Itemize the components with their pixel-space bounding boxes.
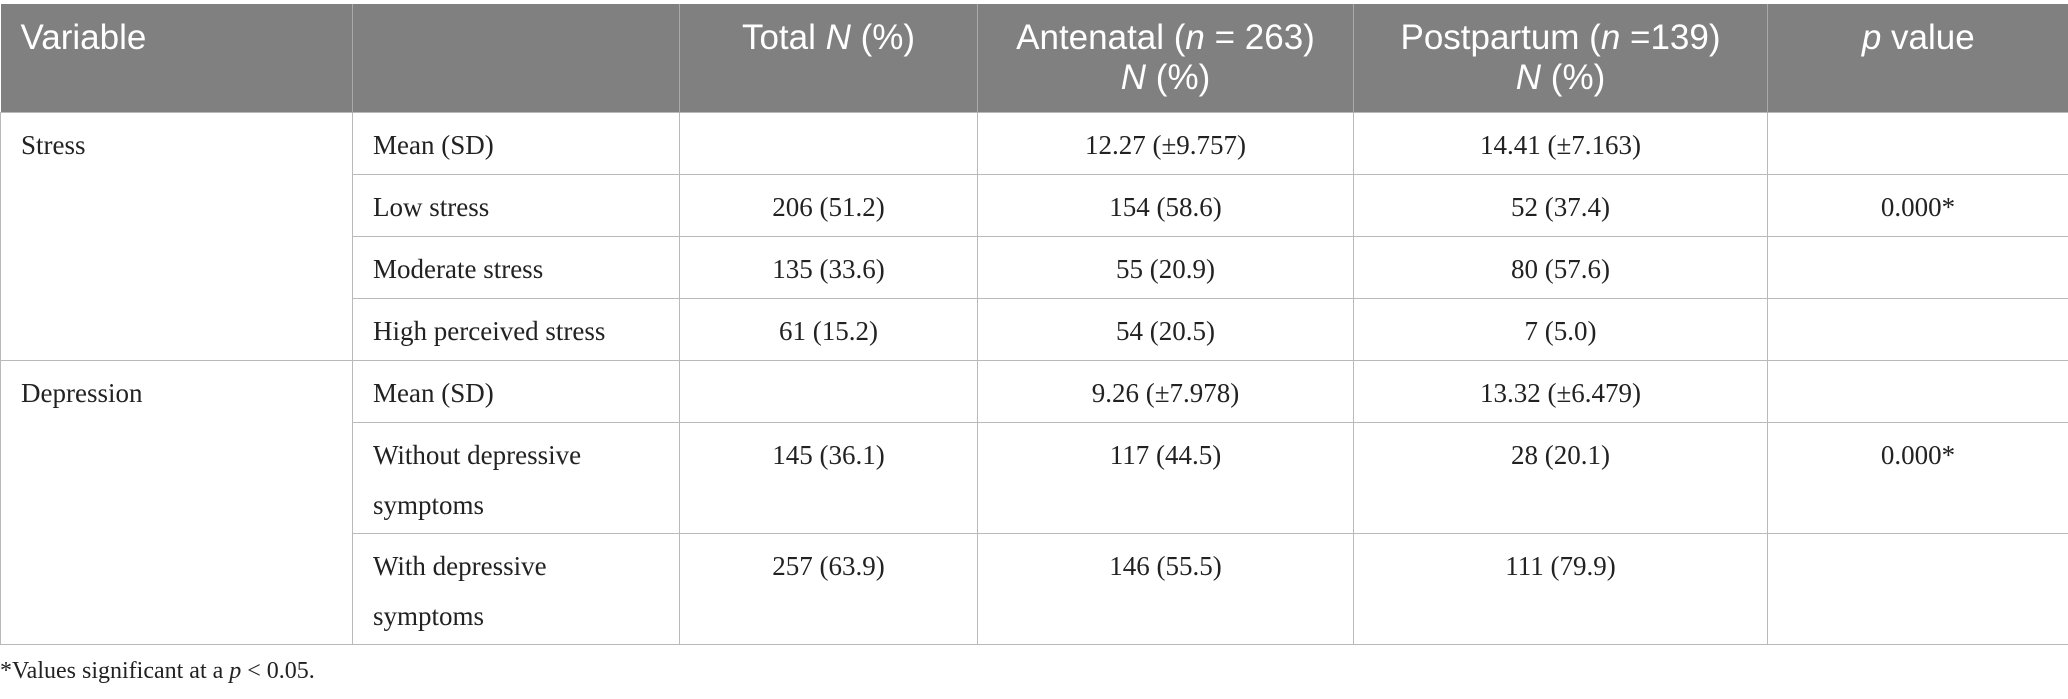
cell-antenatal: 154 (58.6) bbox=[977, 173, 1354, 237]
cell-total bbox=[679, 359, 978, 423]
table-row: Stress Mean (SD) 12.27 (±9.757) 14.41 (±… bbox=[0, 111, 2068, 361]
cell-p-value: 0.000* bbox=[1767, 173, 2068, 237]
group-label-depression: Depression bbox=[0, 359, 353, 645]
cell-total: 61 (15.2) bbox=[679, 297, 978, 361]
cell-total: 135 (33.6) bbox=[679, 235, 978, 299]
cell-antenatal: 9.26 (±7.978) bbox=[977, 359, 1354, 423]
header-postpartum: Postpartum (n =139) N (%) bbox=[1353, 4, 1768, 112]
cell-postpartum: 7 (5.0) bbox=[1353, 297, 1768, 361]
row-label: Mean (SD) bbox=[352, 111, 680, 175]
cell-postpartum: 111 (79.9) bbox=[1353, 532, 1768, 645]
row-label: Moderate stress bbox=[352, 235, 680, 299]
cell-total bbox=[679, 111, 978, 175]
cell-postpartum: 52 (37.4) bbox=[1353, 173, 1768, 237]
table-row: Moderate stress 135 (33.6) 55 (20.9) 80 … bbox=[1, 235, 2068, 299]
row-label: Low stress bbox=[352, 173, 680, 237]
cell-total: 206 (51.2) bbox=[679, 173, 978, 237]
cell-p-value bbox=[1767, 532, 2068, 645]
cell-postpartum: 13.32 (±6.479) bbox=[1353, 359, 1768, 423]
cell-postpartum: 28 (20.1) bbox=[1353, 421, 1768, 534]
cell-total: 145 (36.1) bbox=[679, 421, 978, 534]
table-row: High perceived stress 61 (15.2) 54 (20.5… bbox=[1, 297, 2068, 361]
cell-total: 257 (63.9) bbox=[679, 532, 978, 645]
header-total: Total N (%) bbox=[679, 4, 978, 112]
footnote: *Values significant at a p < 0.05. bbox=[0, 658, 315, 684]
row-label: Without depressive symptoms bbox=[352, 421, 680, 534]
cell-p-value bbox=[1767, 359, 2068, 423]
header-p-value: p value bbox=[1767, 4, 2068, 112]
cell-postpartum: 14.41 (±7.163) bbox=[1353, 111, 1768, 175]
cell-postpartum: 80 (57.6) bbox=[1353, 235, 1768, 299]
cell-antenatal: 54 (20.5) bbox=[977, 297, 1354, 361]
cell-p-value bbox=[1767, 297, 2068, 361]
cell-p-value bbox=[1767, 235, 2068, 299]
header-subcategory bbox=[352, 4, 680, 112]
table-row: Depression Mean (SD) 9.26 (±7.978) 13.32… bbox=[0, 359, 2068, 645]
cell-p-value: 0.000* bbox=[1767, 421, 2068, 534]
header-row: Variable Total N (%) Antenatal (n = 263)… bbox=[0, 4, 2068, 112]
table-row: Without depressive symptoms 145 (36.1) 1… bbox=[1, 421, 2068, 534]
row-label: High perceived stress bbox=[352, 297, 680, 361]
header-antenatal: Antenatal (n = 263) N (%) bbox=[977, 4, 1354, 112]
header-variable: Variable bbox=[0, 4, 353, 112]
cell-antenatal: 55 (20.9) bbox=[977, 235, 1354, 299]
group-label-stress: Stress bbox=[0, 111, 353, 361]
cell-antenatal: 146 (55.5) bbox=[977, 532, 1354, 645]
row-label: With depressive symptoms bbox=[352, 532, 680, 645]
results-table: Variable Total N (%) Antenatal (n = 263)… bbox=[0, 4, 2068, 645]
row-label: Mean (SD) bbox=[352, 359, 680, 423]
table-row: With depressive symptoms 257 (63.9) 146 … bbox=[1, 532, 2068, 645]
cell-antenatal: 117 (44.5) bbox=[977, 421, 1354, 534]
cell-p-value bbox=[1767, 111, 2068, 175]
cell-antenatal: 12.27 (±9.757) bbox=[977, 111, 1354, 175]
